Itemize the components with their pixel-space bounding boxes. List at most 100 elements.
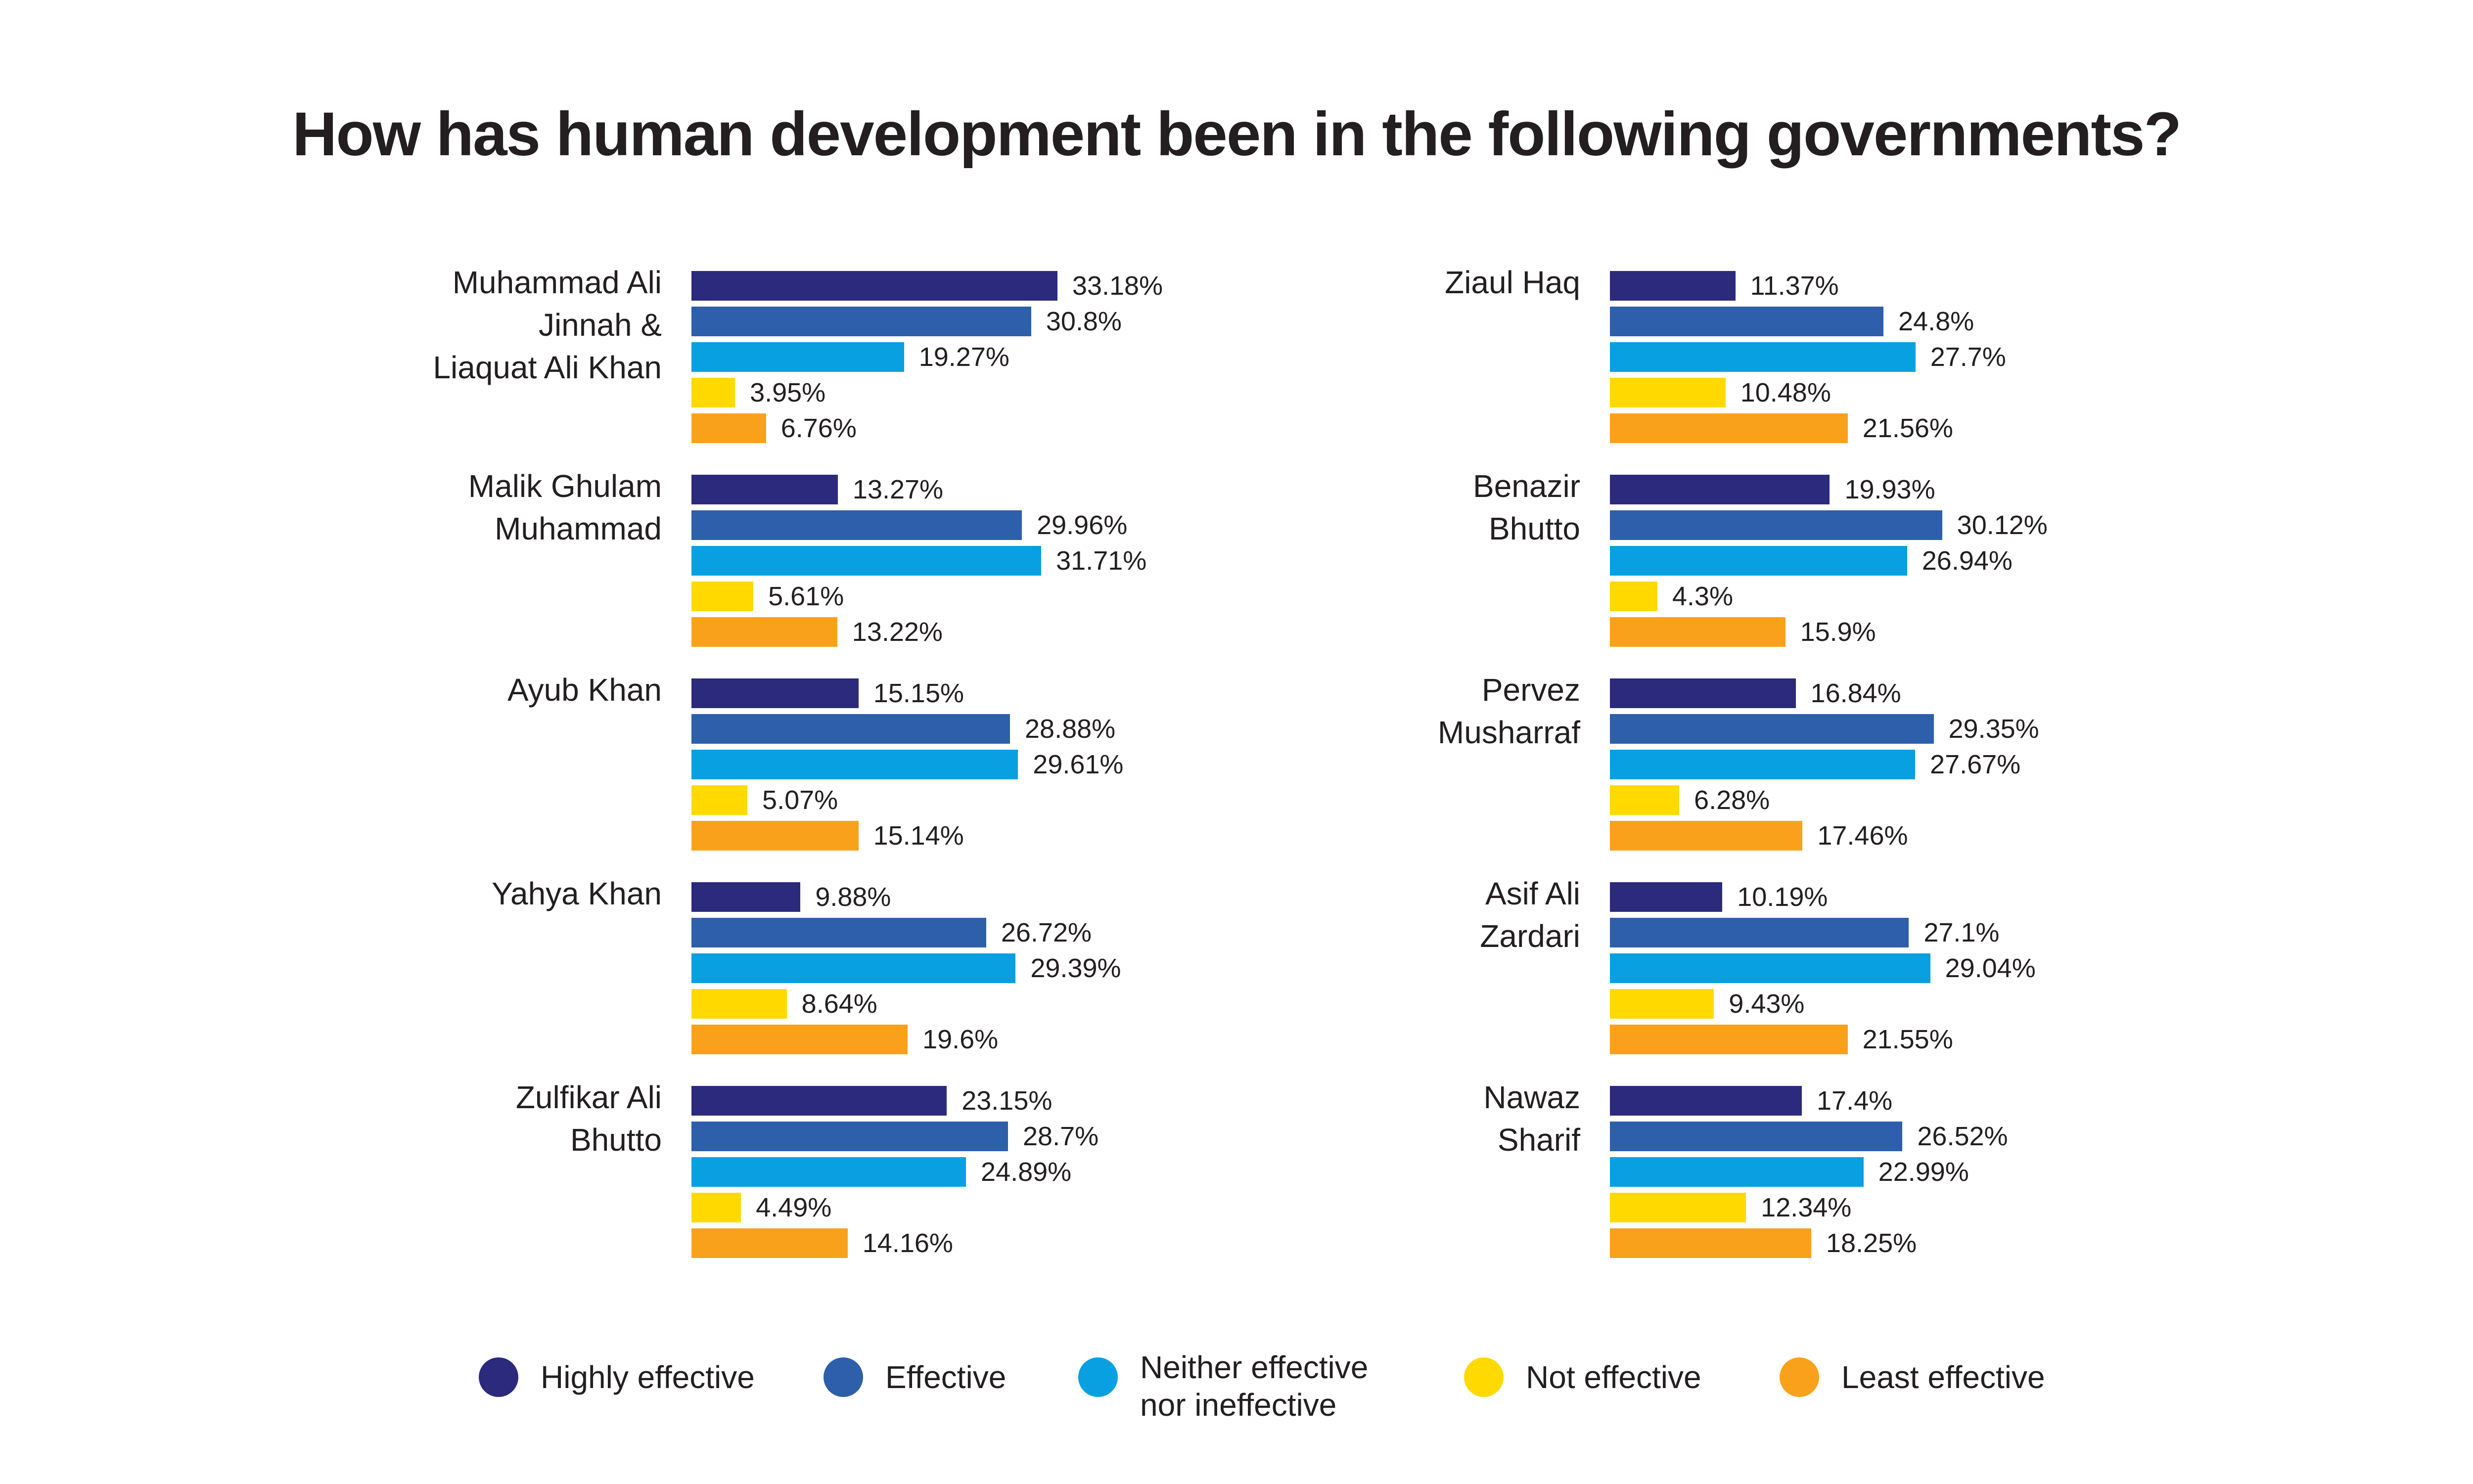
bar	[691, 1122, 1008, 1151]
bar	[1610, 1122, 1903, 1151]
bar-value-label: 30.12%	[1957, 510, 2048, 540]
bar-value-label: 27.1%	[1923, 918, 2000, 947]
bar-value-label: 26.72%	[1001, 918, 1092, 947]
bar	[691, 510, 1022, 540]
bar-value-label: 29.39%	[1030, 953, 1121, 983]
bar	[691, 989, 787, 1019]
group-label-line: Liaquat Ali Khan	[433, 350, 662, 385]
bar-value-label: 10.19%	[1737, 882, 1828, 912]
group-label: Nawaz Sharif	[1135, 1076, 1580, 1161]
bar	[691, 1228, 848, 1258]
group-label-line: Sharif	[1497, 1122, 1580, 1158]
bar	[691, 678, 859, 708]
bar-value-label: 21.56%	[1862, 413, 1953, 443]
bar	[1610, 582, 1657, 611]
bar	[691, 582, 754, 611]
legend-label: Least effective	[1841, 1359, 2045, 1395]
legend-label: Neither effective	[1140, 1349, 1369, 1385]
group-label: Pervez Musharraf	[1135, 669, 1580, 754]
bar-value-label: 21.55%	[1862, 1025, 1953, 1054]
group-label: Zulfikar Ali Bhutto	[217, 1076, 662, 1161]
group-label: Ziaul Haq	[1135, 261, 1580, 304]
bar	[1610, 1228, 1811, 1258]
bar	[1610, 617, 1786, 647]
bar-value-label: 11.37%	[1750, 271, 1839, 301]
bar	[691, 918, 986, 947]
bar	[1610, 271, 1736, 301]
bar	[691, 821, 859, 851]
bar-value-label: 29.96%	[1037, 510, 1128, 540]
bar	[1610, 678, 1796, 708]
bar	[691, 617, 837, 647]
group-label-line: Asif Ali	[1485, 876, 1580, 911]
chart-title: How has human development been in the fo…	[292, 100, 2182, 169]
bar-value-label: 29.04%	[1945, 953, 2036, 983]
bar	[691, 750, 1018, 779]
bar	[1610, 882, 1723, 912]
bar-value-label: 28.7%	[1023, 1122, 1099, 1151]
bar	[691, 1025, 908, 1054]
group-label: Muhammad Ali Jinnah & Liaquat Ali Khan	[217, 261, 662, 389]
bar-value-label: 30.8%	[1046, 307, 1122, 336]
legend-label: Highly effective	[541, 1359, 755, 1395]
group-label-line: Ayub Khan	[507, 672, 662, 708]
bar-value-label: 26.94%	[1922, 546, 2013, 576]
group-label: Asif Ali Zardari	[1135, 872, 1580, 957]
bar-value-label: 12.34%	[1761, 1193, 1852, 1222]
group-label-line: Pervez	[1481, 672, 1580, 708]
bar-value-label: 3.95%	[750, 378, 826, 407]
bar-value-label: 23.15%	[962, 1086, 1053, 1116]
bar-value-label: 13.27%	[852, 475, 944, 504]
bar	[1610, 475, 1830, 504]
bar	[1610, 989, 1714, 1019]
legend-swatch	[1780, 1357, 1819, 1397]
bar-value-label: 27.67%	[1930, 750, 2021, 779]
group-label-line: Nawaz	[1483, 1079, 1580, 1115]
bar-value-label: 14.16%	[862, 1228, 953, 1258]
bar	[1610, 918, 1909, 947]
bar-value-label: 16.84%	[1810, 678, 1901, 708]
group-label-line: Jinnah &	[538, 307, 662, 343]
group-label: Malik Ghulam Muhammad	[217, 465, 662, 550]
bar	[1610, 821, 1803, 851]
bar-value-label: 9.43%	[1729, 989, 1805, 1019]
bar-value-label: 28.88%	[1025, 714, 1116, 744]
bar-value-label: 15.14%	[873, 821, 964, 851]
group-label-line: Benazir	[1473, 468, 1580, 504]
bar-value-label: 4.3%	[1672, 582, 1733, 611]
bar	[1610, 750, 1916, 779]
bar	[1610, 307, 1884, 336]
group-label-line: Malik Ghulam	[468, 468, 662, 504]
bar-value-label: 15.15%	[873, 678, 964, 708]
group-label-line: Muhammad Ali	[452, 265, 662, 300]
bar	[691, 475, 838, 504]
bar	[691, 785, 748, 815]
bar	[1610, 953, 1930, 983]
bar-value-label: 27.7%	[1930, 342, 2006, 372]
bar	[691, 342, 904, 372]
bar	[691, 413, 766, 443]
bar	[691, 953, 1016, 983]
bar	[1610, 378, 1726, 407]
legend-label: Not effective	[1526, 1359, 1701, 1395]
legend-swatch	[824, 1357, 863, 1397]
group-label-line: Musharraf	[1437, 715, 1580, 750]
bar-value-label: 33.18%	[1072, 271, 1163, 301]
legend-swatch	[1078, 1357, 1118, 1397]
bar	[691, 882, 801, 912]
legend-label: Effective	[885, 1359, 1007, 1395]
group-label: Benazir Bhutto	[1135, 465, 1580, 550]
bar-value-label: 9.88%	[815, 882, 891, 912]
group-label-line: Zulfikar Ali	[515, 1079, 662, 1115]
bar-value-label: 29.61%	[1033, 750, 1124, 779]
bar-value-label: 5.07%	[762, 785, 838, 815]
legend-swatch	[479, 1357, 518, 1397]
bar	[1610, 785, 1680, 815]
bar-value-label: 19.93%	[1844, 475, 1935, 504]
bar	[1610, 1157, 1864, 1187]
group-label-line: Ziaul Haq	[1445, 265, 1580, 300]
bar-value-label: 19.6%	[922, 1025, 999, 1054]
bar	[691, 1193, 741, 1222]
bar	[691, 271, 1057, 301]
bar	[1610, 546, 1907, 576]
